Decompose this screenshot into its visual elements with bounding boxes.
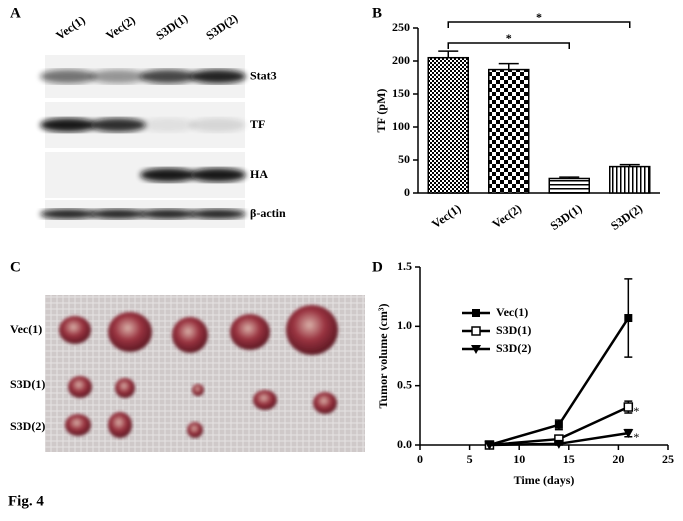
photo-row-label: S3D(1) (10, 377, 45, 391)
marker (623, 402, 634, 412)
marker (484, 441, 495, 450)
blot-band (190, 209, 246, 219)
figure-label: Fig. 4 (8, 493, 44, 509)
y-tick-label: 100 (392, 119, 410, 133)
error-bar (438, 50, 459, 58)
marker (554, 420, 563, 429)
bar (548, 177, 590, 194)
lane-label: S3D(2) (203, 11, 240, 43)
legend-label: S3D(1) (496, 323, 531, 337)
y-tick-label: 0 (404, 185, 410, 199)
x-tick-label: 15 (563, 452, 575, 466)
y-tick-label: 150 (392, 86, 410, 100)
x-tick-label: 25 (662, 452, 674, 466)
photo-row-label: Vec(1) (10, 322, 42, 336)
y-tick-label: 200 (392, 53, 410, 67)
x-tick-label: Vec(2) (490, 201, 524, 231)
panel-label: A (10, 5, 21, 21)
significance-label: * (633, 404, 639, 418)
x-tick-label: 20 (612, 452, 624, 466)
photo-row-label: S3D(2) (10, 419, 45, 433)
significance-label: * (536, 10, 542, 24)
blot-row-label: β-actin (250, 206, 286, 220)
lane-label: Vec(1) (53, 13, 87, 43)
significance-bracket (447, 21, 631, 28)
x-axis-label: Time (days) (514, 473, 575, 487)
x-tick-label: Vec(1) (429, 201, 463, 231)
marker (471, 345, 481, 354)
blot-band (140, 118, 196, 132)
tumor (187, 422, 203, 438)
significance-bracket (447, 42, 570, 49)
y-tick-label: 0.0 (397, 437, 412, 451)
tumor (68, 376, 92, 398)
significance-label: * (506, 31, 512, 45)
y-tick-label: 1.0 (397, 318, 412, 332)
x-tick-label: 5 (467, 452, 473, 466)
blot-row-label: HA (250, 167, 268, 181)
blot-band (190, 118, 246, 132)
legend-label: Vec(1) (496, 305, 528, 319)
blot-band (140, 168, 196, 182)
x-tick-label: S3D(1) (548, 201, 585, 233)
tumor (172, 317, 208, 353)
bar (427, 56, 469, 194)
marker (471, 326, 481, 336)
blot-row-label: Stat3 (250, 68, 277, 82)
tumor (115, 378, 135, 398)
panel-label: B (372, 5, 382, 21)
y-axis-label: TF (pM) (374, 89, 388, 133)
tumor (313, 392, 337, 414)
blot-band (140, 209, 196, 219)
blot-row-label: TF (250, 117, 265, 131)
tumor (253, 390, 277, 410)
significance-label: * (633, 430, 639, 444)
y-tick-label: 1.5 (397, 259, 412, 273)
y-tick-label: 0.5 (397, 377, 412, 391)
panel-label: C (10, 259, 21, 275)
blot-band (190, 168, 246, 182)
y-tick-label: 250 (392, 20, 410, 34)
tumor (108, 312, 152, 352)
tumor (230, 314, 270, 350)
blot-band (90, 69, 146, 84)
marker (553, 439, 564, 449)
marker (472, 309, 480, 317)
tumor (65, 414, 91, 436)
tumor (192, 384, 204, 396)
x-tick-label: 10 (513, 452, 525, 466)
panel-label: D (372, 259, 383, 275)
lane-label: S3D(1) (153, 11, 190, 43)
tumor (286, 305, 338, 355)
error-bar (559, 176, 580, 179)
blot-band (90, 118, 146, 132)
y-axis-label: Tumor volume (cm³) (376, 304, 390, 409)
legend-label: S3D(2) (496, 341, 531, 355)
blot-band (40, 69, 96, 84)
lane-label: Vec(2) (103, 13, 137, 43)
y-tick-label: 50 (398, 152, 410, 166)
blot-band (90, 209, 146, 219)
error-bar (619, 163, 640, 167)
x-tick-label: S3D(2) (608, 201, 645, 233)
marker (624, 314, 633, 323)
blot-band (40, 118, 96, 132)
tumor (108, 412, 132, 438)
blot-band (40, 209, 96, 219)
tumor (59, 316, 91, 344)
blot-band (140, 69, 196, 84)
bar (609, 165, 651, 194)
error-bar (498, 62, 519, 70)
x-tick-label: 0 (417, 452, 423, 466)
blot-band (190, 69, 246, 84)
bar (488, 68, 530, 194)
marker (623, 429, 634, 439)
tumors (59, 305, 338, 438)
